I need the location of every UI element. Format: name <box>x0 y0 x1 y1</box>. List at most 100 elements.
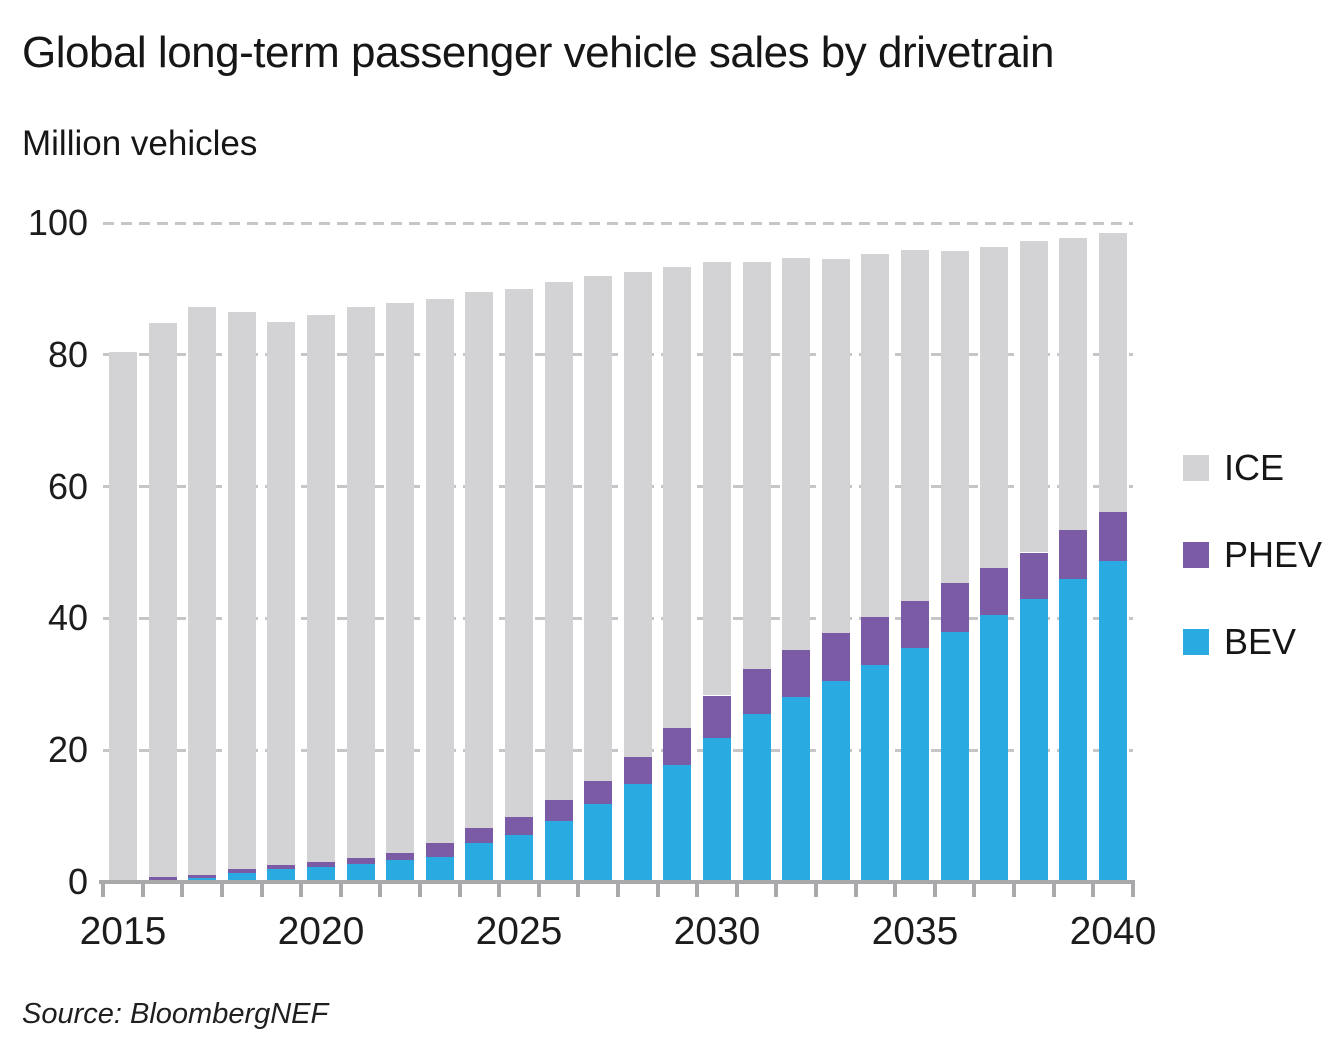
bar-segment-phev-2036 <box>940 583 969 632</box>
bar-segment-ice-2036 <box>940 250 969 584</box>
x-axis-tick <box>497 884 502 897</box>
gridline-100 <box>103 221 1133 225</box>
bar-segment-ice-2026 <box>544 282 573 801</box>
x-axis-tick-label: 2025 <box>475 910 563 953</box>
bar-segment-ice-2029 <box>663 267 692 729</box>
bar-segment-phev-2025 <box>505 816 533 835</box>
y-axis-tick-label: 80 <box>47 333 88 375</box>
x-axis-tick <box>774 884 779 897</box>
ice-color-swatch-icon <box>1183 455 1209 481</box>
bar-segment-phev-2026 <box>544 800 573 821</box>
bar-segment-bev-2031 <box>742 713 771 882</box>
x-axis-line <box>99 880 1135 884</box>
y-axis-unit-label: Million vehicles <box>22 124 258 163</box>
phev-color-swatch-icon <box>1183 542 1209 568</box>
bar-segment-ice-2034 <box>861 253 890 618</box>
page-title: Global long-term passenger vehicle sales… <box>22 28 1054 77</box>
x-axis-tick-label: 2015 <box>79 910 167 953</box>
bar-segment-ice-2039 <box>1059 238 1088 531</box>
legend-item-ice: ICE <box>1183 447 1284 489</box>
bar-segment-ice-2037 <box>980 246 1009 568</box>
gridline-80 <box>103 353 1133 357</box>
gridline-20 <box>103 748 1133 752</box>
bar-segment-ice-2031 <box>742 261 771 670</box>
x-axis-tick <box>220 884 224 897</box>
bar-segment-ice-2019 <box>267 321 296 865</box>
bar-segment-bev-2035 <box>901 648 929 882</box>
x-axis-tick <box>695 884 700 897</box>
bar-segment-phev-2022 <box>386 853 415 861</box>
x-axis-tick <box>972 884 977 897</box>
x-axis-tick <box>338 884 343 897</box>
bar-segment-bev-2022 <box>386 860 415 882</box>
bar-segment-ice-2023 <box>425 299 454 844</box>
bar-segment-bev-2023 <box>425 856 454 882</box>
bar-segment-bev-2018 <box>227 872 256 882</box>
bar-segment-phev-2035 <box>901 600 929 649</box>
bar-segment-ice-2018 <box>227 311 256 869</box>
bev-color-swatch-icon <box>1183 629 1209 655</box>
x-axis-tick <box>734 884 739 897</box>
x-axis-tick <box>299 884 304 897</box>
bar-segment-bev-2036 <box>940 631 969 882</box>
bar-segment-bev-2032 <box>782 697 811 882</box>
bar-segment-bev-2027 <box>584 804 613 882</box>
x-axis-tick <box>1091 884 1096 897</box>
bar-segment-phev-2031 <box>742 669 771 714</box>
bar-segment-ice-2020 <box>307 315 335 862</box>
bar-segment-phev-2020 <box>307 861 335 867</box>
bar-segment-bev-2021 <box>346 863 375 882</box>
bar-segment-bev-2037 <box>980 615 1009 882</box>
source-note: Source: BloombergNEF <box>22 998 329 1030</box>
bar-segment-bev-2039 <box>1059 578 1088 882</box>
x-axis-tick <box>1012 884 1016 897</box>
bar-segment-ice-2028 <box>623 271 652 757</box>
bar-segment-phev-2037 <box>980 567 1009 616</box>
y-axis-tick-label: 60 <box>47 465 88 507</box>
y-axis-tick-label: 20 <box>47 729 88 771</box>
bar-segment-phev-2023 <box>425 843 454 857</box>
x-axis-tick-label: 2035 <box>871 910 959 953</box>
legend-label-bev: BEV <box>1224 621 1297 662</box>
bar-segment-ice-2025 <box>505 288 533 817</box>
x-axis-tick <box>378 884 383 897</box>
x-axis-tick <box>853 884 858 897</box>
x-axis-tick <box>576 884 581 897</box>
y-axis-tick-label: 0 <box>67 861 88 902</box>
bar-segment-phev-2017 <box>188 875 217 879</box>
bar-segment-bev-2033 <box>821 681 850 882</box>
x-axis-tick <box>180 884 185 897</box>
bar-segment-phev-2038 <box>1019 552 1048 599</box>
bar-segment-phev-2016 <box>148 876 177 880</box>
y-axis-tick-label: 100 <box>27 202 88 243</box>
bar-segment-ice-2022 <box>386 303 415 853</box>
bar-segment-bev-2024 <box>465 843 494 882</box>
bar-segment-bev-2030 <box>703 738 731 882</box>
bar-segment-ice-2032 <box>782 257 811 651</box>
x-axis-tick <box>418 884 422 897</box>
bar-segment-bev-2020 <box>307 866 335 882</box>
bar-segment-bev-2038 <box>1019 598 1048 882</box>
bar-segment-ice-2024 <box>465 292 494 828</box>
x-axis-tick <box>616 884 620 897</box>
bar-segment-bev-2029 <box>663 764 692 882</box>
bar-segment-bev-2026 <box>544 820 573 882</box>
legend-item-bev: BEV <box>1183 621 1296 663</box>
bar-segment-bev-2040 <box>1099 561 1127 882</box>
legend-item-phev: PHEV <box>1183 534 1322 576</box>
bar-segment-bev-2034 <box>861 664 890 882</box>
legend-label-phev: PHEV <box>1224 534 1323 575</box>
legend-label-ice: ICE <box>1224 447 1285 488</box>
bar-segment-ice-2015 <box>109 352 137 880</box>
bar-segment-phev-2034 <box>861 617 890 665</box>
y-axis-tick-label: 40 <box>47 597 88 639</box>
x-axis-tick <box>457 884 462 897</box>
bar-segment-ice-2021 <box>346 307 375 858</box>
bar-segment-phev-2040 <box>1099 511 1127 562</box>
x-axis-tick <box>1130 884 1135 897</box>
x-axis-tick-label: 2020 <box>277 910 365 953</box>
bar-segment-ice-2027 <box>584 275 613 781</box>
x-axis-tick <box>655 884 660 897</box>
bar-segment-ice-2033 <box>821 259 850 633</box>
gridline-60 <box>103 485 1133 489</box>
